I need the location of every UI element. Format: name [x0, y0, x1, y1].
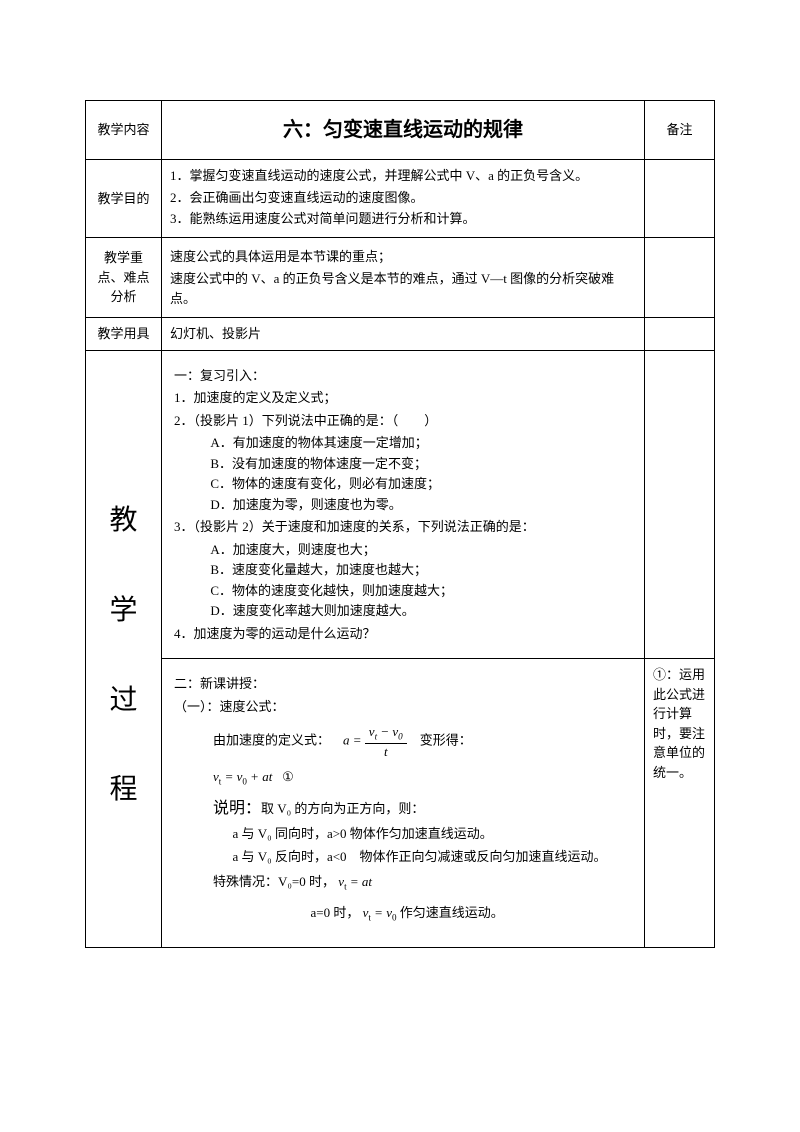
question-line: 2．（投影片 1）下列说法中正确的是：（ ）	[174, 411, 632, 431]
math-eq: =	[350, 733, 365, 748]
case-line: a 与 V₀ 同向时，a>0 物体作匀加速直线运动。	[174, 824, 632, 844]
option-item: C．物体的速度有变化，则必有加速度；	[210, 474, 632, 494]
remark-empty	[645, 350, 715, 659]
label-keypoint: 教学重点、难点分析	[86, 237, 162, 318]
purpose-item: 1．掌握匀变速直线运动的速度公式，并理解公式中 V、a 的正负号含义。	[170, 166, 636, 186]
special-text: 作匀速直线运动。	[400, 905, 504, 920]
process-teach-cell: 二：新课讲授： （一）：速度公式： 由加速度的定义式： a = vt − v0t…	[162, 659, 645, 948]
explanation-line: 说明：取 V₀ 的方向为正方向，则：	[174, 797, 632, 821]
math-fraction: vt − v0t	[365, 724, 407, 759]
remark-note: ①：运用此公式进行计算时，要注意单位的统一。	[645, 659, 715, 948]
process-char: 过	[109, 685, 137, 716]
question-line: 3．（投影片 2）关于速度和加速度的关系，下列说法正确的是：	[174, 517, 632, 537]
formula-derivation: 由加速度的定义式： a = vt − v0t 变形得：	[174, 724, 632, 759]
section-title: 一：复习引入：	[174, 366, 632, 386]
keypoint-line: 速度公式中的 V、a 的正负号含义是本节的难点，通过 V—t 图像的分析突破难点…	[170, 269, 636, 308]
case-line: a 与 V₀ 反向时，a<0 物体作正向匀减速或反向匀加速直线运动。	[174, 847, 632, 867]
question-line: 1．加速度的定义及定义式；	[174, 388, 632, 408]
formula-result: vt = v0 + at ①	[174, 767, 632, 789]
label-process: 教 学 过 程	[86, 350, 162, 947]
option-item: C．物体的速度变化越快，则加速度越大；	[210, 581, 632, 601]
option-item: B．没有加速度的物体速度一定不变；	[210, 454, 632, 474]
process-char: 学	[109, 595, 137, 626]
label-content: 教学内容	[86, 101, 162, 160]
math-var: at	[362, 874, 372, 889]
purpose-item: 3．能熟练运用速度公式对简单问题进行分析和计算。	[170, 209, 636, 229]
formula-text: 变形得：	[420, 733, 472, 748]
explanation-text: 取 V₀ 的方向为正方向，则：	[261, 801, 424, 816]
remark-empty	[645, 160, 715, 238]
process-char: 程	[109, 774, 137, 805]
option-item: A．加速度大，则速度也大；	[210, 540, 632, 560]
label-tools: 教学用具	[86, 318, 162, 351]
section-title: 二：新课讲授：	[174, 674, 632, 694]
formula-number: ①	[282, 769, 294, 784]
tools-cell: 幻灯机、投影片	[162, 318, 645, 351]
label-remark: 备注	[645, 101, 715, 160]
process-review-cell: 一：复习引入： 1．加速度的定义及定义式； 2．（投影片 1）下列说法中正确的是…	[162, 350, 645, 659]
keypoint-cell: 速度公式的具体运用是本节课的重点； 速度公式中的 V、a 的正负号含义是本节的难…	[162, 237, 645, 318]
option-item: B．速度变化量越大，加速度也越大；	[210, 560, 632, 580]
special-case: 特殊情况：V₀=0 时， vt = at	[174, 872, 632, 894]
math-var: at	[262, 769, 272, 784]
purpose-item: 2．会正确画出匀变速直线运动的速度图像。	[170, 188, 636, 208]
formula-text: 由加速度的定义式：	[213, 733, 330, 748]
special-case: a=0 时， vt = v0 作匀速直线运动。	[174, 903, 632, 925]
remark-empty	[645, 237, 715, 318]
remark-empty	[645, 318, 715, 351]
special-text: V₀=0 时，	[278, 874, 335, 889]
process-char: 教	[109, 505, 137, 536]
explanation-label: 说明：	[213, 800, 261, 817]
purpose-cell: 1．掌握匀变速直线运动的速度公式，并理解公式中 V、a 的正负号含义。 2．会正…	[162, 160, 645, 238]
keypoint-line: 速度公式的具体运用是本节课的重点；	[170, 247, 636, 267]
page-title: 六：匀变速直线运动的规律	[162, 101, 645, 160]
question-line: 4．加速度为零的运动是什么运动？	[174, 624, 632, 644]
label-purpose: 教学目的	[86, 160, 162, 238]
option-item: D．加速度为零，则速度也为零。	[210, 495, 632, 515]
subsection-title: （一）：速度公式：	[174, 697, 632, 717]
special-text: a=0 时，	[311, 905, 360, 920]
special-label: 特殊情况：	[213, 874, 278, 889]
option-item: D．速度变化率越大则加速度越大。	[210, 601, 632, 621]
option-item: A．有加速度的物体其速度一定增加；	[210, 433, 632, 453]
